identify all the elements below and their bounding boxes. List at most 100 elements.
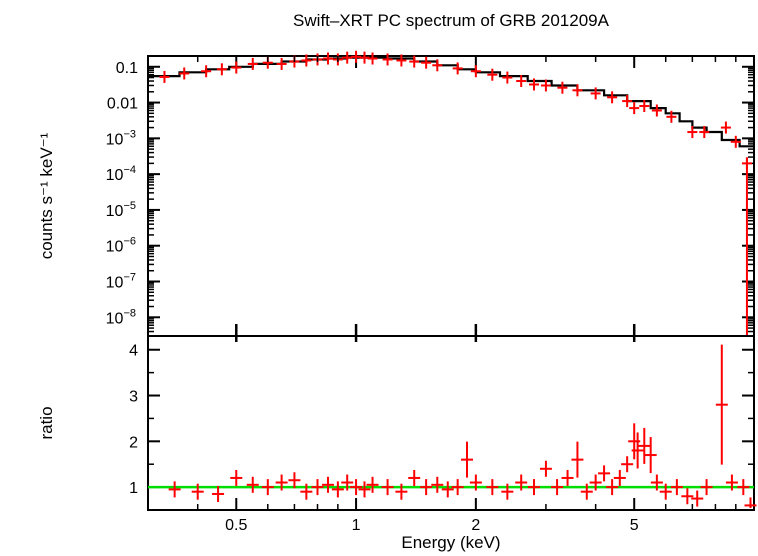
ratio-point: [261, 479, 274, 496]
ratio-point: [598, 465, 611, 482]
ratio-point: [381, 479, 394, 496]
data-point: [699, 126, 710, 139]
ratio-point: [725, 474, 738, 491]
ratio-point: [366, 476, 379, 493]
ratio-point: [331, 481, 344, 498]
y-tick-label: 2: [129, 434, 138, 451]
ratio-point: [168, 481, 181, 498]
data-point: [276, 57, 287, 70]
x-axis-label: Energy (keV): [401, 533, 500, 552]
ratio-point: [631, 432, 644, 469]
y-tick-label: 10−7: [106, 271, 136, 291]
ratio-point: [358, 481, 371, 498]
ratio-point: [700, 479, 713, 496]
data-point: [502, 71, 513, 84]
data-point: [342, 51, 353, 64]
data-point: [247, 57, 258, 70]
ratio-point: [451, 479, 464, 496]
ratio-point: [681, 488, 694, 505]
ratio-point: [469, 474, 482, 491]
data-point: [720, 121, 731, 134]
data-point: [351, 50, 362, 63]
ratio-point: [551, 479, 564, 496]
x-tick-label: 1: [352, 517, 361, 534]
data-series: [159, 50, 752, 336]
data-point: [216, 63, 227, 76]
ratio-panel: 1 2 3 4 0.5 1 2 5 ratio Energy (keV): [37, 56, 757, 552]
ratio-point: [501, 483, 514, 500]
y-tick-label: 10−3: [106, 128, 136, 148]
ratio-point: [395, 483, 408, 500]
data-point: [322, 52, 333, 65]
y-tick-label: 0.1: [116, 60, 138, 77]
ratio-point: [288, 472, 301, 489]
ratio-ticks: 1 2 3 4 0.5 1 2 5: [129, 56, 754, 534]
ratio-point: [606, 479, 619, 496]
ratio-point: [589, 474, 602, 491]
chart-title: Swift–XRT PC spectrum of GRB 201209A: [293, 11, 610, 30]
data-point: [540, 79, 551, 92]
ratio-point: [580, 483, 593, 500]
x-tick-label: 0.5: [225, 517, 247, 534]
data-point: [367, 52, 378, 65]
ratio-point: [737, 479, 750, 496]
ratio-point: [515, 474, 528, 491]
model-series: [148, 56, 754, 148]
data-point: [516, 75, 527, 88]
data-point: [421, 56, 432, 69]
ratio-point: [341, 474, 354, 491]
data-point: [452, 62, 463, 75]
ratio-point: [644, 437, 657, 474]
y-tick-label: 10−6: [106, 236, 136, 256]
ratio-point: [486, 479, 499, 496]
data-point: [409, 55, 420, 68]
ratio-point: [212, 485, 225, 502]
y-tick-label: 1: [129, 480, 138, 497]
ratio-point: [670, 479, 683, 496]
data-point: [201, 65, 212, 78]
ratio-point: [441, 481, 454, 498]
ratio-point: [744, 497, 757, 508]
ratio-point: [420, 479, 433, 496]
data-point: [639, 100, 650, 113]
data-point: [666, 110, 677, 123]
spectrum-panel: 0.1 0.01 10−3 10−4 10−5 10−6 10−7 10−8 counts s…: [37, 50, 755, 342]
spectrum-panel-frame: [147, 55, 755, 337]
data-point: [687, 126, 698, 139]
ratio-point: [715, 344, 728, 465]
ratio-point: [659, 483, 672, 500]
y-tick-label: 10−4: [106, 164, 136, 184]
ratio-point: [275, 474, 288, 491]
ratio-point: [300, 483, 313, 500]
ratio-point: [191, 483, 204, 500]
y-tick-label: 0.01: [107, 96, 138, 113]
ratio-point: [321, 476, 334, 493]
ratio-point: [621, 456, 634, 473]
data-point: [396, 54, 407, 67]
data-point: [622, 95, 633, 108]
data-point: [529, 78, 540, 91]
x-tick-label: 5: [630, 517, 639, 534]
ratio-point: [246, 476, 259, 493]
data-point: [629, 102, 640, 115]
ratio-point: [431, 476, 444, 493]
data-point: [382, 53, 393, 66]
ratio-point: [561, 469, 574, 486]
ratio-point: [528, 479, 541, 496]
x-tick-label: 2: [471, 517, 480, 534]
ratio-panel-frame: [147, 335, 755, 511]
y-tick-label: 3: [129, 389, 138, 406]
ratio-point: [230, 469, 243, 486]
ratio-point: [350, 479, 363, 496]
data-point: [557, 81, 568, 94]
ratio-point: [311, 479, 324, 496]
y-tick-label: 4: [129, 343, 138, 360]
ratio-point: [638, 427, 651, 464]
data-point: [607, 91, 618, 104]
data-point: [231, 61, 242, 74]
data-point: [651, 104, 662, 117]
y-tick-label: 10−5: [106, 200, 136, 220]
data-point: [301, 54, 312, 67]
